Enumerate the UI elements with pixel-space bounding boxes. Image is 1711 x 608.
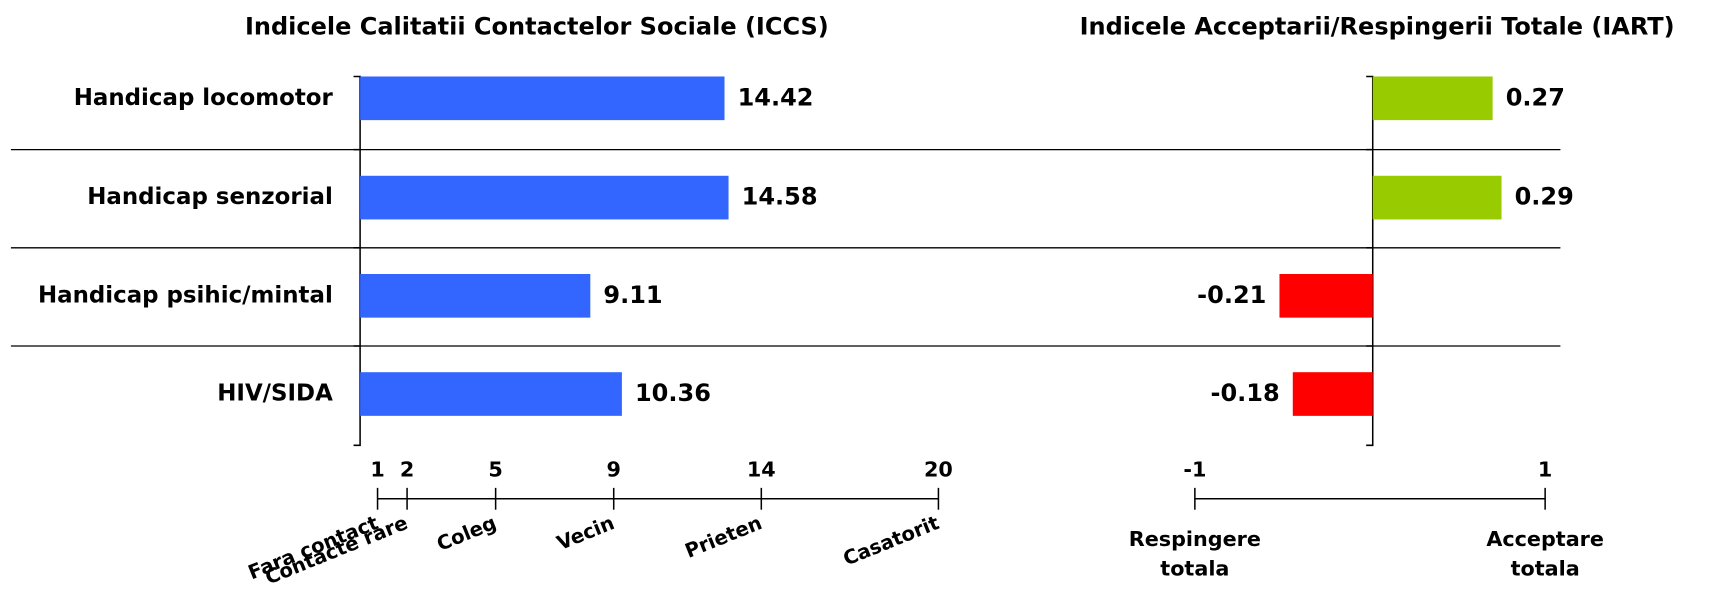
bar [1292,372,1373,416]
row-separators [10,148,1561,347]
value-label: 14.58 [742,183,818,211]
value-label: 0.27 [1506,83,1565,111]
scale-name: Prieten [682,511,766,563]
value-label: 14.42 [738,83,814,111]
scale-tick-label: 1 [1538,457,1552,481]
value-label: 0.29 [1515,183,1574,211]
scale-name: Acceptare [1486,527,1604,551]
category-label: HIV/SIDA [217,381,333,407]
scale-name: Respingere [1129,527,1261,551]
bar [360,76,725,121]
value-label: -0.18 [1211,379,1280,407]
scale-tick-label: 14 [747,457,776,481]
value-label: 9.11 [603,281,662,309]
scale-tick-label: 1 [370,457,384,481]
bar [1372,76,1493,121]
chart-title: Indicele Calitatii Contactelor Sociale (… [245,12,829,40]
scale-name: Vecin [554,511,618,555]
bar [360,372,622,416]
bar [360,175,729,220]
scale-name: Coleg [433,511,499,556]
scale-tick-label: 9 [607,457,621,481]
chart-title: Indicele Acceptarii/Respingerii Totale (… [1080,12,1675,40]
scale-tick-label: 2 [400,457,414,481]
scale-name: totala [1511,557,1580,581]
y-axis [1366,75,1374,447]
category-label: Handicap psihic/mintal [38,282,333,308]
scale-tick-label: 20 [924,457,953,481]
category-label: Handicap locomotor [74,85,334,111]
category-label: Handicap senzorial [87,184,333,210]
value-label: -0.21 [1197,281,1266,309]
bar [1372,175,1502,220]
y-axis [353,75,361,447]
scale-name: Casatorit [840,511,942,570]
bar [1279,273,1373,318]
value-label: 10.36 [635,379,711,407]
scale-tick-label: 5 [488,457,502,481]
scale-tick-label: -1 [1183,457,1206,481]
bar [360,273,591,318]
scale-name: totala [1160,557,1229,581]
